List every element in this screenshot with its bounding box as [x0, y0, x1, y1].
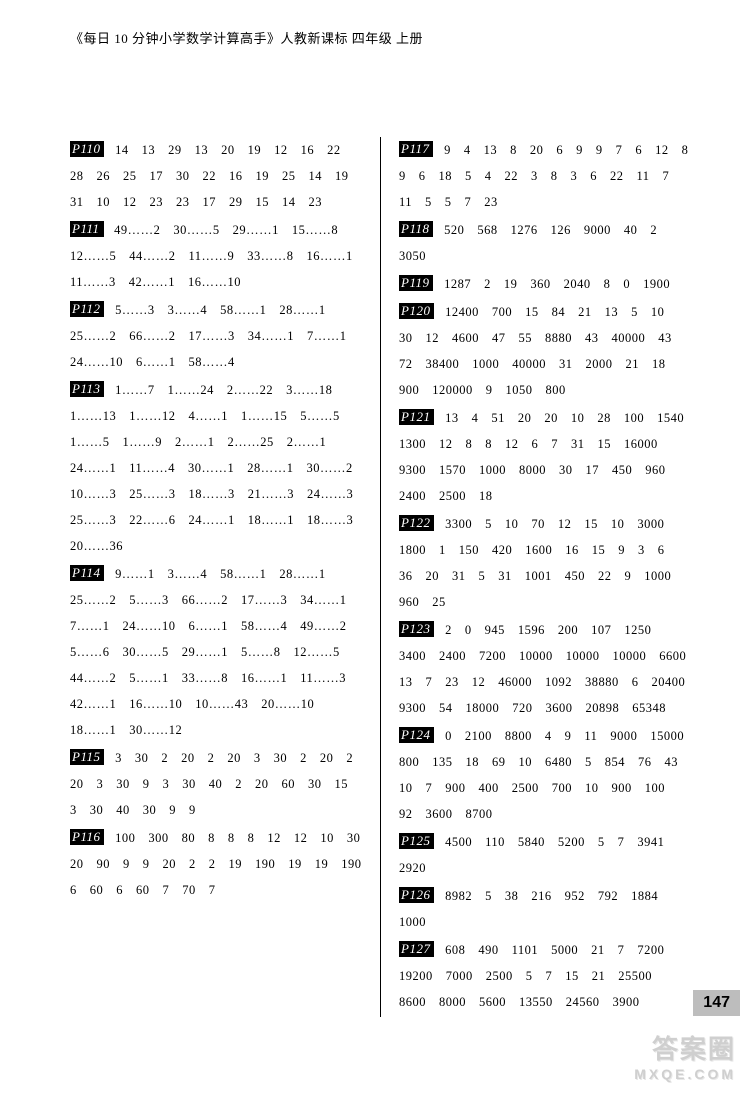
page-label: P116	[70, 829, 104, 845]
page-label: P127	[399, 941, 434, 957]
answer-values: 3 30 2 20 2 20 3 30 2 20 2 20 3 30 9 3 3…	[70, 751, 366, 817]
answer-entry: P124 0 2100 8800 4 9 11 9000 15000 800 1…	[399, 723, 690, 827]
answer-values: 9 4 13 8 20 6 9 9 7 6 12 8 9 6 18 5 4 22…	[399, 143, 701, 209]
answer-entry: P118 520 568 1276 126 9000 40 2 3050	[399, 217, 690, 269]
answer-values: 9……1 3……4 58……1 28……1 25……2 5……3 66……2 1…	[70, 567, 360, 737]
answer-values: 1287 2 19 360 2040 8 0 1900	[437, 277, 670, 291]
answer-entry: P112 5……3 3……4 58……1 28……1 25……2 66……2 1…	[70, 297, 362, 375]
answer-values: 14 13 29 13 20 19 12 16 22 28 26 25 17 3…	[70, 143, 362, 209]
answer-values: 4500 110 5840 5200 5 7 3941 2920	[399, 835, 677, 875]
answer-values: 2 0 945 1596 200 107 1250 3400 2400 7200…	[399, 623, 699, 715]
answer-values: 100 300 80 8 8 8 12 12 10 30 20 90 9 9 2…	[70, 831, 375, 897]
answer-entry: P125 4500 110 5840 5200 5 7 3941 2920	[399, 829, 690, 881]
answer-values: 13 4 51 20 20 10 28 100 1540 1300 12 8 8…	[399, 411, 697, 503]
page-label: P120	[399, 303, 434, 319]
answer-entry: P126 8982 5 38 216 952 792 1884 1000	[399, 883, 690, 935]
page-label: P126	[399, 887, 434, 903]
answer-key-page: 《每日 10 分钟小学数学计算高手》人教新课标 四年级 上册 P110 14 1…	[0, 0, 750, 1017]
answer-values: 5……3 3……4 58……1 28……1 25……2 66……2 17……3 …	[70, 303, 360, 369]
page-label: P112	[70, 301, 104, 317]
answer-values: 49……2 30……5 29……1 15……8 12……5 44……2 11………	[70, 223, 366, 289]
answer-entry: P113 1……7 1……24 2……22 3……18 1……13 1……12 …	[70, 377, 362, 559]
right-column: P117 9 4 13 8 20 6 9 9 7 6 12 8 9 6 18 5…	[380, 137, 690, 1017]
answer-entry: P117 9 4 13 8 20 6 9 9 7 6 12 8 9 6 18 5…	[399, 137, 690, 215]
answer-values: 12400 700 15 84 21 13 5 10 30 12 4600 47…	[399, 305, 685, 397]
answer-values: 520 568 1276 126 9000 40 2 3050	[399, 223, 670, 263]
page-label: P123	[399, 621, 434, 637]
page-label: P114	[70, 565, 104, 581]
book-title: 《每日 10 分钟小学数学计算高手》人教新课标 四年级 上册	[70, 28, 700, 47]
page-label: P121	[399, 409, 434, 425]
answer-values: 8982 5 38 216 952 792 1884 1000	[399, 889, 671, 929]
page-label: P125	[399, 833, 434, 849]
page-label: P119	[399, 275, 433, 291]
page-number: 147	[693, 990, 740, 1016]
watermark: 答案圈 MXQE.COM	[634, 1029, 736, 1082]
answer-values: 1……7 1……24 2……22 3……18 1……13 1……12 4……1 …	[70, 383, 366, 553]
page-label: P118	[399, 221, 433, 237]
answer-entry: P122 3300 5 10 70 12 15 10 3000 1800 1 1…	[399, 511, 690, 615]
answer-values: 3300 5 10 70 12 15 10 3000 1800 1 150 42…	[399, 517, 684, 609]
answer-entry: P119 1287 2 19 360 2040 8 0 1900	[399, 271, 690, 297]
answer-entry: P120 12400 700 15 84 21 13 5 10 30 12 46…	[399, 299, 690, 403]
page-label: P117	[399, 141, 433, 157]
page-label: P111	[70, 221, 104, 237]
answer-entry: P116 100 300 80 8 8 8 12 12 10 30 20 90 …	[70, 825, 362, 903]
watermark-line1: 答案圈	[634, 1029, 736, 1066]
page-label: P115	[70, 749, 104, 765]
content-columns: P110 14 13 29 13 20 19 12 16 22 28 26 25…	[70, 137, 700, 1017]
answer-values: 0 2100 8800 4 9 11 9000 15000 800 135 18…	[399, 729, 697, 821]
answer-entry: P123 2 0 945 1596 200 107 1250 3400 2400…	[399, 617, 690, 721]
answer-values: 608 490 1101 5000 21 7 7200 19200 7000 2…	[399, 943, 677, 1009]
answer-entry: P121 13 4 51 20 20 10 28 100 1540 1300 1…	[399, 405, 690, 509]
watermark-line2: MXQE.COM	[634, 1066, 736, 1082]
page-label: P124	[399, 727, 434, 743]
answer-entry: P114 9……1 3……4 58……1 28……1 25……2 5……3 66…	[70, 561, 362, 743]
answer-entry: P111 49……2 30……5 29……1 15……8 12……5 44……2…	[70, 217, 362, 295]
left-column: P110 14 13 29 13 20 19 12 16 22 28 26 25…	[70, 137, 380, 1017]
page-label: P122	[399, 515, 434, 531]
page-label: P113	[70, 381, 104, 397]
page-label: P110	[70, 141, 104, 157]
answer-entry: P127 608 490 1101 5000 21 7 7200 19200 7…	[399, 937, 690, 1015]
answer-entry: P115 3 30 2 20 2 20 3 30 2 20 2 20 3 30 …	[70, 745, 362, 823]
answer-entry: P110 14 13 29 13 20 19 12 16 22 28 26 25…	[70, 137, 362, 215]
